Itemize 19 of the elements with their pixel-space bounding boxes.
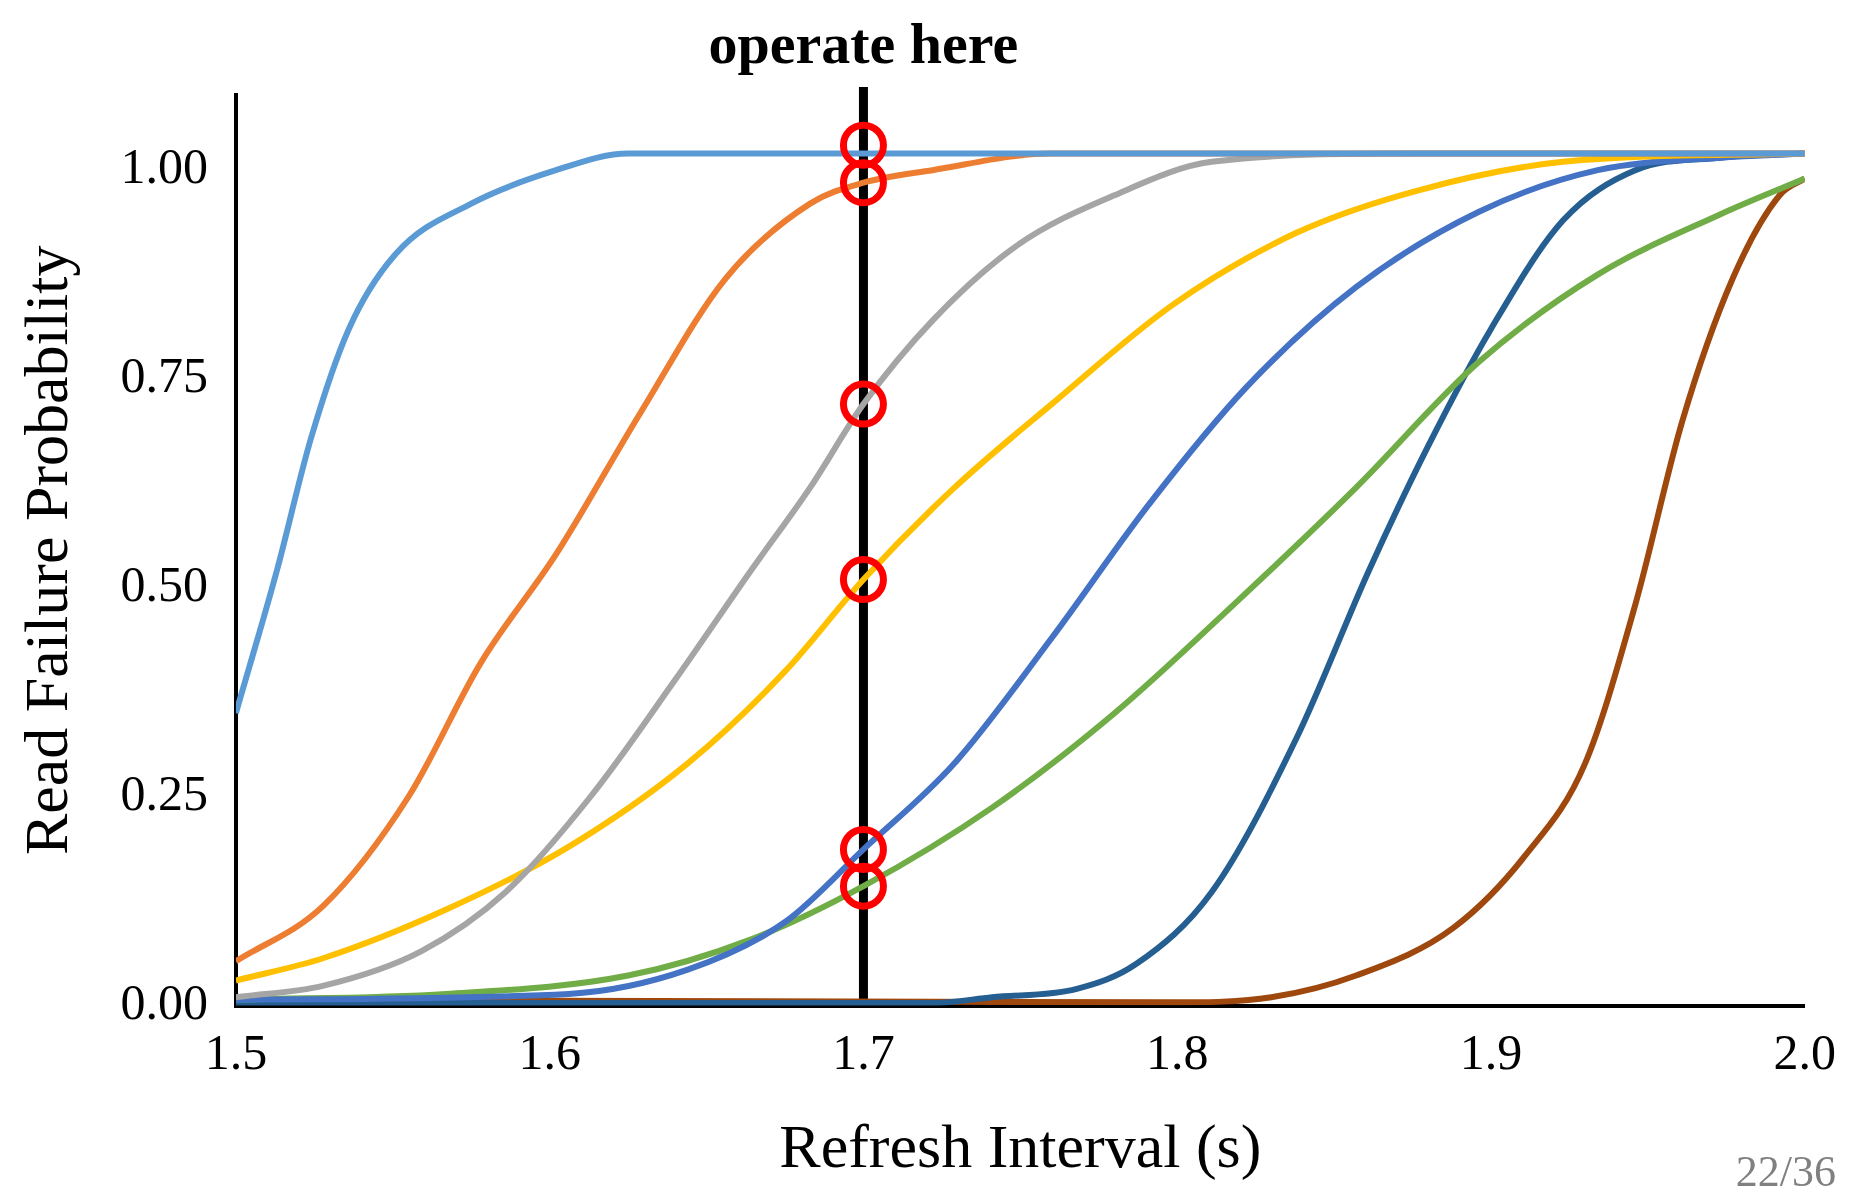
- x-tick-label: 1.7: [832, 1023, 895, 1080]
- point: [839, 825, 887, 873]
- text: 22/36: [1735, 1146, 1836, 1196]
- ref-line-label: operate here: [708, 10, 1019, 76]
- y-tick-label: 0.75: [120, 347, 208, 404]
- y-tick-label: 0.25: [120, 764, 208, 821]
- y-axis-title: Read Failure Probability: [12, 245, 81, 856]
- point: [839, 862, 887, 910]
- point: [839, 556, 887, 604]
- x-axis-title: Refresh Interval (s): [779, 1112, 1262, 1182]
- x-tick-label: 1.6: [518, 1023, 581, 1080]
- x-tick-label: 1.8: [1145, 1023, 1209, 1080]
- point: [839, 121, 887, 169]
- y-tick-label: 1.00: [120, 138, 208, 195]
- x-tick-label: 2.0: [1773, 1023, 1836, 1080]
- point: [839, 159, 887, 207]
- point: [839, 380, 887, 428]
- y-tick-label: 0.50: [120, 556, 208, 613]
- x-tick-label: 1.9: [1459, 1023, 1523, 1080]
